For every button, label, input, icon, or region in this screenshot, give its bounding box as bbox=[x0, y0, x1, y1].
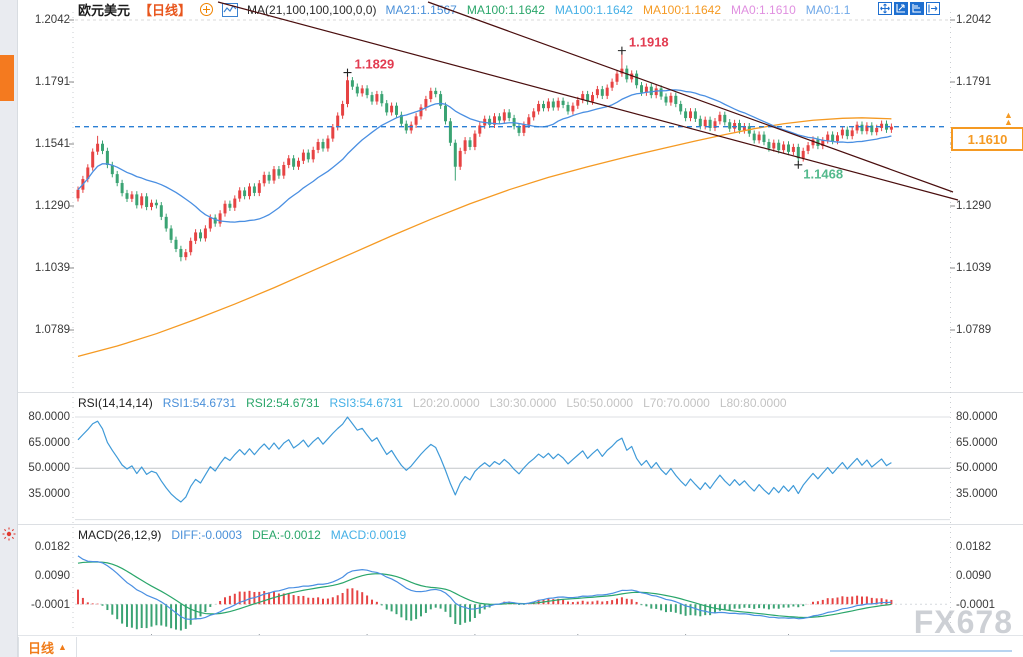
rsi-level-label: L50:50.0000 bbox=[566, 396, 634, 410]
collapse-right-icon[interactable] bbox=[926, 2, 940, 15]
macd-value-label: DEA:-0.0012 bbox=[252, 528, 321, 542]
price-up-triangle-icon: ▲ bbox=[1004, 117, 1013, 127]
ma-settings-label: MA(21,100,100,100,0,0) bbox=[247, 2, 377, 17]
left-sidebar bbox=[0, 0, 18, 657]
price-up-triangle-icon: ▲ bbox=[1004, 110, 1013, 120]
macd-value-label: MACD:0.0019 bbox=[330, 528, 407, 542]
macd-indicator-name: MACD(26,12,9) bbox=[78, 528, 162, 542]
sidebar-orange-tab[interactable] bbox=[0, 55, 14, 101]
rsi-level-label: L70:70.0000 bbox=[643, 396, 710, 410]
period-selector-label: 日线 bbox=[28, 640, 55, 656]
macd-pane-header: MACD(26,12,9) DIFF:-0.0003 DEA:-0.0012 MAC… bbox=[78, 528, 406, 542]
rsi-value-label: RSI1:54.6731 bbox=[162, 396, 237, 410]
candles-layer bbox=[76, 50, 893, 262]
rsi-values-group: RSI1:54.6731 RSI2:54.6731 RSI3:54.6731 bbox=[163, 396, 403, 410]
ma-lines-layer bbox=[77, 89, 892, 358]
rsi-level-label: L80:80.0000 bbox=[719, 396, 787, 410]
chart-toolbar bbox=[878, 2, 940, 15]
ma-values-group: MA21:1.1567 MA100:1.1642 MA100:1.1642 MA100… bbox=[385, 3, 850, 17]
rsi-level-label: L20:20.0000 bbox=[412, 396, 480, 410]
scrollbar-hint[interactable] bbox=[830, 650, 1012, 652]
axis-scale-active-icon[interactable] bbox=[910, 2, 924, 15]
period-tag: 【日线】 bbox=[139, 3, 192, 18]
period-selector-button[interactable]: 日线 ▲ bbox=[18, 637, 77, 657]
axis-scale-icon[interactable] bbox=[894, 2, 908, 15]
macd-values-group: DIFF:-0.0003 DEA:-0.0012 MACD:0.0019 bbox=[171, 528, 406, 542]
watermark: FX678 bbox=[913, 604, 1013, 640]
macd-value-label: DIFF:-0.0003 bbox=[171, 528, 243, 542]
add-indicator-icon[interactable] bbox=[200, 3, 214, 16]
ma-value-label: MA0:1.1610 bbox=[731, 2, 796, 17]
current-price-label: 1.1610 bbox=[951, 127, 1023, 151]
macd-dif-line bbox=[77, 555, 892, 620]
trendlines-layer bbox=[217, 1, 959, 201]
ma-value-label: MA100:1.1642 bbox=[554, 2, 633, 17]
rsi-levels-group: L20:20.0000 L30:30.0000 L50:50.0000 L70:70.… bbox=[413, 396, 787, 410]
rsi-indicator-name: RSI(14,14,14) bbox=[78, 396, 153, 410]
rsi-pane-header: RSI(14,14,14) RSI1:54.6731 RSI2:54.6731 RS… bbox=[78, 396, 787, 410]
chart-header: 欧元美元 【日线】 MA(21,100,100,100,0,0) MA21:1.… bbox=[78, 1, 850, 18]
ma-value-label: MA0:1.1 bbox=[805, 2, 851, 17]
rsi-level-label: L30:30.0000 bbox=[489, 396, 557, 410]
alert-sun-icon[interactable] bbox=[2, 527, 16, 541]
ma-value-label: MA100:1.1642 bbox=[642, 2, 722, 17]
annotations-layer bbox=[343, 46, 803, 169]
rsi-value-label: RSI2:54.6731 bbox=[246, 396, 320, 410]
chart-frame bbox=[18, 12, 1023, 632]
macd-histogram bbox=[77, 588, 893, 631]
symbol-title: 欧元美元 bbox=[78, 3, 131, 18]
rsi-value-label: RSI3:54.6731 bbox=[329, 396, 403, 410]
pan-tool-icon[interactable] bbox=[878, 2, 892, 15]
time-axis-bar: 日线 ▲ bbox=[18, 635, 1023, 657]
rsi-line bbox=[77, 416, 892, 503]
chevron-up-icon: ▲ bbox=[58, 642, 67, 652]
ma-value-label: MA100:1.1642 bbox=[466, 2, 545, 17]
